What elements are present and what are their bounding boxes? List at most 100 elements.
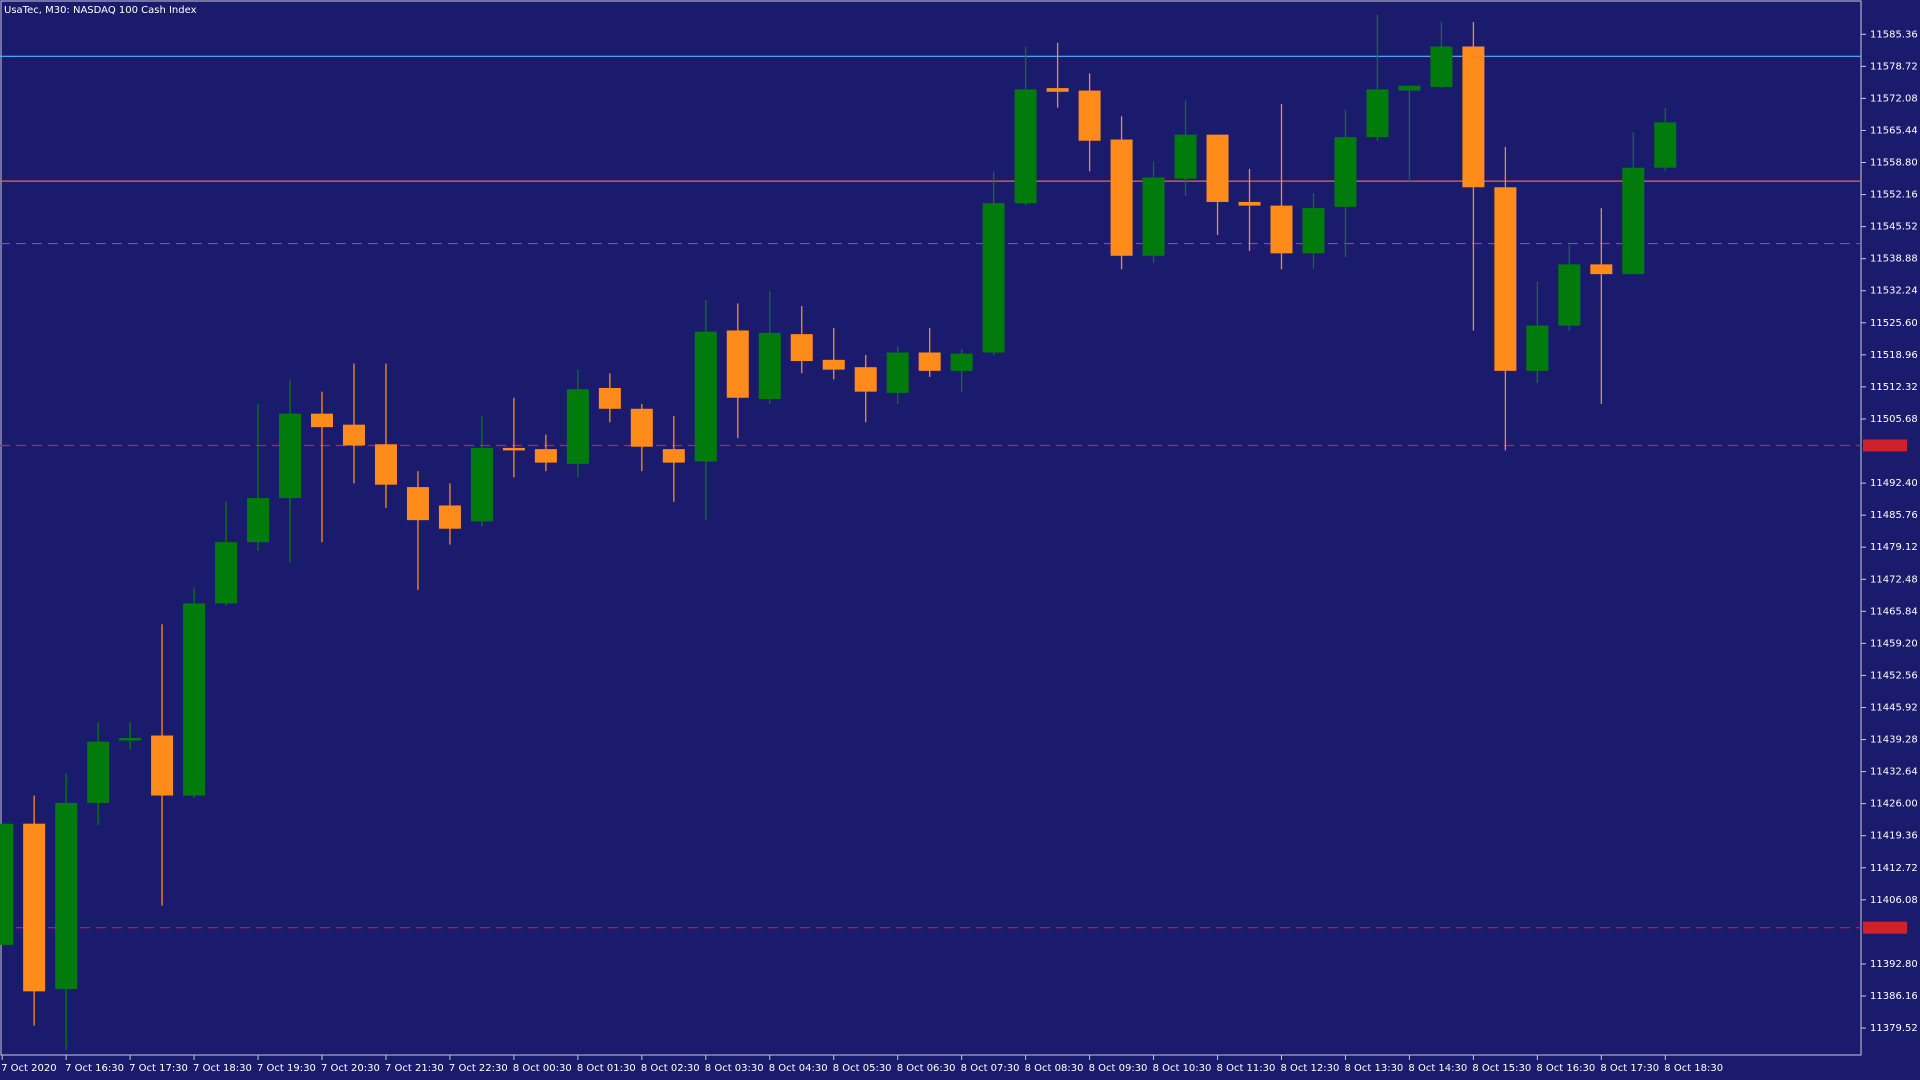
candle-body	[87, 741, 110, 803]
x-tick-label: 8 Oct 11:30	[1217, 1063, 1276, 1074]
price-tag	[1863, 439, 1907, 452]
candle-body	[1622, 167, 1645, 275]
candle-body	[598, 387, 621, 409]
y-tick-label: 11585.36	[1870, 29, 1918, 40]
candle-body	[1654, 122, 1677, 168]
candle-body	[151, 735, 174, 796]
candle-body	[1142, 177, 1165, 256]
candle-body	[950, 353, 973, 371]
x-tick-label: 8 Oct 10:30	[1153, 1063, 1212, 1074]
candle-body	[502, 447, 525, 451]
x-tick-label: 8 Oct 12:30	[1281, 1063, 1340, 1074]
x-tick-label: 8 Oct 00:30	[513, 1063, 572, 1074]
x-tick-label: 8 Oct 07:30	[961, 1063, 1020, 1074]
y-tick-label: 11572.08	[1870, 93, 1918, 104]
candle-body	[1430, 46, 1453, 87]
x-tick-label: 7 Oct 22:30	[449, 1063, 508, 1074]
candle-body	[566, 389, 589, 464]
candle-body	[215, 542, 238, 604]
x-tick-label: 8 Oct 15:30	[1472, 1063, 1531, 1074]
x-tick-label: 7 Oct 18:30	[193, 1063, 252, 1074]
x-tick-label: 8 Oct 06:30	[897, 1063, 956, 1074]
candle-body	[1334, 137, 1357, 207]
candle-body	[0, 823, 14, 945]
candle-body	[1078, 90, 1101, 141]
candles	[0, 14, 1677, 1051]
candle-body	[1238, 201, 1261, 206]
candle-body	[726, 330, 749, 398]
y-tick-label: 11379.52	[1870, 1023, 1918, 1034]
x-tick-label: 8 Oct 18:30	[1664, 1063, 1723, 1074]
x-tick-label: 8 Oct 16:30	[1536, 1063, 1595, 1074]
candle-body	[406, 487, 429, 521]
candle-body	[342, 424, 365, 446]
candle-body	[23, 823, 46, 992]
candle-body	[694, 331, 717, 462]
y-tick-label: 11532.24	[1870, 286, 1918, 297]
candle-body	[1014, 89, 1037, 204]
candle-body	[854, 367, 877, 392]
y-tick-label: 11445.92	[1870, 702, 1918, 713]
candle-body	[1494, 187, 1517, 371]
candle-body	[822, 359, 845, 370]
candle-body	[279, 413, 302, 499]
candle-body	[1526, 325, 1549, 371]
candle-body	[1366, 89, 1389, 138]
candle-body	[55, 802, 78, 989]
axes: 11585.36 11578.72 11572.08 11565.44 11558.80…	[1, 29, 1918, 1074]
x-tick-label: 8 Oct 13:30	[1344, 1063, 1403, 1074]
candle-body	[1270, 205, 1293, 254]
x-tick-label: 7 Oct 16:30	[65, 1063, 124, 1074]
candle-body	[758, 332, 781, 399]
candle-body	[470, 447, 493, 522]
y-tick-label: 11552.16	[1870, 190, 1918, 201]
candle-body	[1206, 134, 1229, 202]
levels	[0, 55, 1861, 929]
y-tick-label: 11578.72	[1870, 61, 1918, 72]
x-tick-label: 8 Oct 03:30	[705, 1063, 764, 1074]
x-tick-label: 7 Oct 19:30	[257, 1063, 316, 1074]
candle-body	[1302, 208, 1325, 254]
candle-body	[886, 352, 909, 393]
y-tick-label: 11518.96	[1870, 350, 1918, 361]
candle-body	[1174, 134, 1197, 179]
candle-body	[1558, 264, 1581, 326]
candle-body	[630, 408, 653, 447]
x-tick-label: 8 Oct 09:30	[1089, 1063, 1148, 1074]
y-tick-label: 11565.44	[1870, 125, 1918, 136]
y-tick-label: 11386.16	[1870, 991, 1918, 1002]
candle-body	[119, 737, 142, 741]
candle-body	[790, 334, 813, 362]
x-tick-label: 8 Oct 01:30	[577, 1063, 636, 1074]
x-tick-label: 8 Oct 17:30	[1600, 1063, 1659, 1074]
y-tick-label: 11479.12	[1870, 542, 1918, 553]
y-tick-label: 11432.64	[1870, 767, 1918, 778]
y-tick-label: 11512.32	[1870, 382, 1918, 393]
candle-body	[1110, 139, 1133, 256]
candle-body	[1462, 46, 1485, 188]
y-tick-label: 11505.68	[1870, 414, 1918, 425]
plot-border	[0, 0, 1862, 1056]
candle-body	[1398, 85, 1421, 91]
candle-body	[662, 449, 685, 463]
candle-body	[374, 444, 397, 485]
candle-body	[183, 603, 206, 796]
x-tick-label: 8 Oct 14:30	[1408, 1063, 1467, 1074]
price-tag	[1863, 921, 1907, 934]
candle-body	[247, 498, 270, 543]
candle-body	[438, 505, 461, 529]
y-tick-label: 11465.84	[1870, 606, 1918, 617]
y-tick-label: 11439.28	[1870, 735, 1918, 746]
y-tick-label: 11545.52	[1870, 222, 1918, 233]
y-tick-label: 11452.56	[1870, 670, 1918, 681]
y-tick-label: 11412.72	[1870, 863, 1918, 874]
y-tick-label: 11392.80	[1870, 959, 1918, 970]
x-tick-label: 8 Oct 02:30	[641, 1063, 700, 1074]
y-tick-label: 11406.08	[1870, 895, 1918, 906]
x-tick-label: 8 Oct 05:30	[833, 1063, 892, 1074]
y-tick-label: 11459.20	[1870, 638, 1918, 649]
x-tick-label: 7 Oct 20:30	[321, 1063, 380, 1074]
candle-body	[918, 352, 941, 371]
y-tick-label: 11472.48	[1870, 574, 1918, 585]
